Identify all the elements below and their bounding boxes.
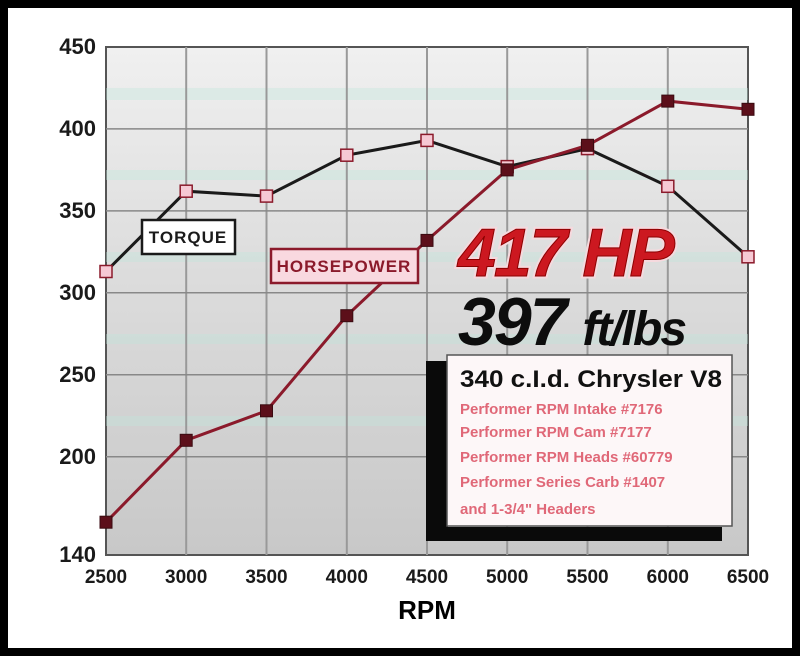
svg-text:140: 140 — [59, 542, 96, 567]
svg-text:Performer RPM Intake #7176: Performer RPM Intake #7176 — [460, 401, 663, 418]
svg-text:3500: 3500 — [245, 567, 287, 588]
svg-text:6000: 6000 — [647, 567, 689, 588]
svg-text:450: 450 — [59, 34, 96, 59]
svg-text:200: 200 — [59, 444, 96, 469]
svg-text:TORQUE: TORQUE — [149, 228, 227, 247]
svg-text:Performer RPM Heads #60779: Performer RPM Heads #60779 — [460, 449, 673, 466]
svg-text:400: 400 — [59, 116, 96, 141]
svg-text:250: 250 — [59, 362, 96, 387]
svg-text:4000: 4000 — [326, 567, 368, 588]
svg-text:3000: 3000 — [165, 567, 207, 588]
svg-text:340 c.I.d. Chrysler V8: 340 c.I.d. Chrysler V8 — [460, 366, 722, 393]
svg-text:350: 350 — [59, 198, 96, 223]
svg-text:5500: 5500 — [566, 567, 608, 588]
svg-text:2500: 2500 — [85, 567, 127, 588]
svg-text:417 HP: 417 HP — [456, 215, 675, 291]
svg-text:HORSEPOWER: HORSEPOWER — [277, 257, 412, 276]
svg-text:300: 300 — [59, 280, 96, 305]
svg-text:6500: 6500 — [727, 567, 769, 588]
svg-text:Performer RPM Cam #7177: Performer RPM Cam #7177 — [460, 424, 652, 441]
svg-text:4500: 4500 — [406, 567, 448, 588]
svg-text:and 1-3/4" Headers: and 1-3/4" Headers — [460, 501, 596, 518]
svg-text:5000: 5000 — [486, 567, 528, 588]
svg-text:Performer Series Carb #1407: Performer Series Carb #1407 — [460, 474, 665, 491]
svg-text:RPM: RPM — [398, 595, 456, 625]
